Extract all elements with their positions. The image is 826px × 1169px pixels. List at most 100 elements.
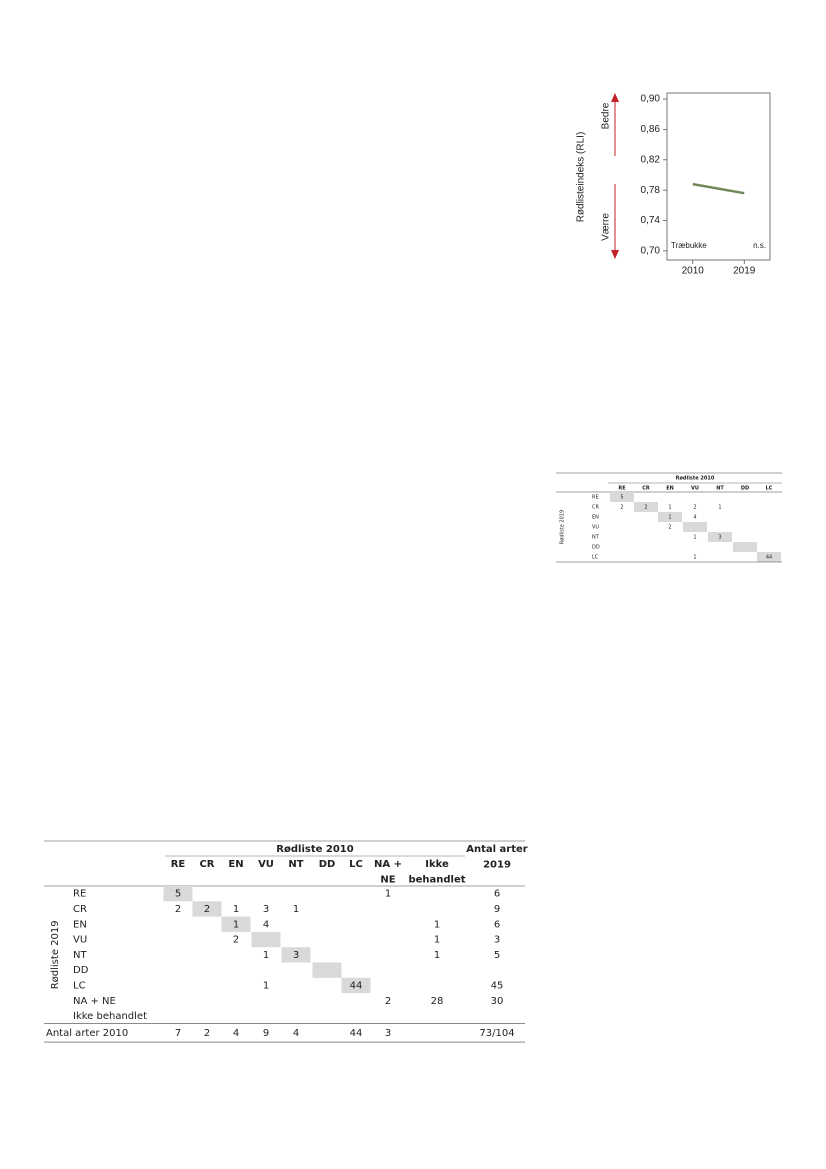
y-tick-label: 0,86 (641, 124, 661, 135)
arrowhead (611, 93, 619, 102)
data-line (692, 182, 745, 195)
x-tick-label: 2019 (733, 266, 756, 277)
diagonal-cell (658, 512, 682, 522)
header: Rødliste 2010 (276, 844, 353, 855)
row-label: VU (73, 935, 87, 946)
row-total: 6 (494, 889, 500, 900)
cell: 2 (644, 505, 647, 511)
footer-cell: 4 (293, 1028, 299, 1039)
cell: 3 (718, 535, 721, 541)
row-total: 6 (494, 919, 500, 930)
row-label: RE (592, 495, 599, 501)
row-label: DD (592, 545, 600, 551)
diagonal-cell (312, 962, 342, 978)
row-title: Rødliste 2019 (50, 920, 61, 989)
cell: 4 (693, 515, 696, 521)
diagonal-cell (708, 532, 732, 542)
diagonal-cell (733, 542, 757, 552)
footer-cell: 3 (385, 1028, 391, 1039)
y-tick-label: 0,70 (641, 246, 661, 257)
row-label: NA + NE (73, 996, 116, 1007)
row-label: NT (73, 950, 87, 961)
cell: 2 (233, 935, 239, 946)
cell: 1 (263, 950, 269, 961)
rli-chart: Bedre Værre Rødlisteindeks (RLI) Træbukk… (576, 92, 771, 277)
annotation: Træbukke (671, 241, 707, 250)
diagonal-cell (341, 977, 371, 994)
row-label: VU (592, 525, 599, 531)
footer-label: Antal arter 2010 (46, 1028, 128, 1039)
y-tick-label: 0,82 (641, 154, 661, 165)
cell: 4 (263, 919, 269, 930)
column-header: DD (319, 859, 336, 870)
y-tick-label: 0,90 (641, 94, 661, 105)
column-header: CR (199, 859, 214, 870)
arrowhead (611, 250, 619, 259)
column-header: DD (741, 486, 749, 492)
column-header: NT (288, 859, 303, 870)
row-label: CR (73, 904, 87, 915)
cell: 5 (620, 495, 623, 501)
cell: 1 (263, 980, 269, 991)
cell: 1 (718, 505, 721, 511)
column-header: LC (766, 486, 773, 492)
diagonal-cell (757, 552, 781, 562)
cell: 28 (431, 996, 444, 1007)
cell: 44 (766, 555, 772, 561)
header: Rødliste 2010 (676, 476, 715, 482)
cell: 2 (693, 505, 696, 511)
row-title: Rødliste 2019 (560, 510, 566, 544)
cell: 2 (385, 996, 391, 1007)
x-tick-label: 2010 (682, 266, 705, 277)
significance: n.s. (753, 241, 766, 250)
cell: 44 (350, 980, 363, 991)
cell: 3 (293, 950, 299, 961)
footer-total: 73/104 (479, 1028, 514, 1039)
diagonal-cell (192, 901, 222, 917)
footer-cell: 7 (175, 1028, 181, 1039)
cell: 1 (385, 889, 391, 900)
column-header: CR (642, 486, 650, 492)
row-total: 30 (491, 996, 504, 1007)
row-label: DD (73, 965, 89, 976)
row-label: CR (592, 505, 599, 511)
cell: 3 (263, 904, 269, 915)
cell: 1 (233, 919, 239, 930)
diagonal-cell (163, 886, 193, 902)
worse-label: Værre (601, 213, 612, 241)
row-total: 3 (494, 935, 500, 946)
footer-cell: 4 (233, 1028, 239, 1039)
column-header: EN (228, 859, 243, 870)
row-total: 45 (491, 980, 504, 991)
cell: 2 (175, 904, 181, 915)
cell: 1 (693, 535, 696, 541)
footer-cell: 44 (350, 1028, 363, 1039)
diagonal-cell (221, 916, 251, 932)
cell: 1 (668, 505, 671, 511)
cell: 2 (668, 525, 671, 531)
row-label: RE (73, 889, 86, 900)
y-tick-label: 0,74 (641, 215, 661, 226)
column-header: EN (666, 486, 674, 492)
column-header: RE (171, 859, 186, 870)
cell: 1 (668, 515, 671, 521)
column-header: LC (349, 859, 363, 870)
column-header: NT (716, 486, 724, 492)
column-header: RE (618, 486, 626, 492)
cell: 2 (204, 904, 210, 915)
cell: 1 (434, 919, 440, 930)
plot-frame (666, 92, 771, 261)
total-header: Antal arter 2019 (466, 844, 528, 870)
footer-cell: 9 (263, 1028, 269, 1039)
diagonal-cell (683, 522, 707, 532)
cell: 1 (434, 935, 440, 946)
column-header: Ikke behandlet (408, 859, 465, 885)
column-header: VU (258, 859, 274, 870)
row-label: LC (73, 980, 86, 991)
row-label: EN (592, 515, 599, 521)
column-header: NA + NE (374, 859, 402, 885)
diagonal-cell (281, 947, 311, 963)
footer-cell: 2 (204, 1028, 210, 1039)
